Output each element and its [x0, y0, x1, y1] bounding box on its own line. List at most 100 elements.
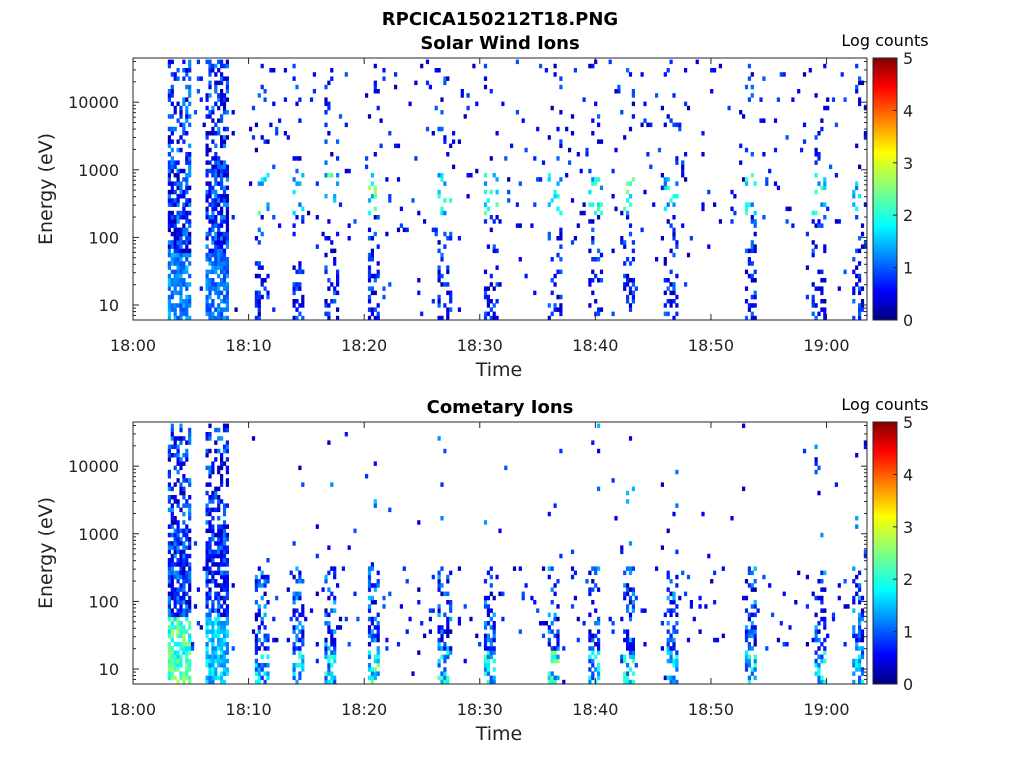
spectrogram-cell — [376, 311, 380, 317]
spectrogram-cell — [170, 541, 174, 546]
spectrogram-cell — [220, 244, 224, 249]
spectrogram-cell — [486, 595, 490, 601]
spectrogram-cell — [547, 173, 551, 178]
spectrogram-cell — [266, 600, 270, 605]
spectrogram-cell — [217, 591, 221, 597]
spectrogram-cell — [173, 658, 177, 664]
spectrogram-cell — [257, 663, 261, 668]
spectrogram-cell — [492, 612, 496, 618]
spectrogram-cell — [217, 600, 221, 605]
spectrogram-cell — [167, 469, 171, 475]
spectrogram-cell — [631, 101, 635, 107]
spectrogram-cell — [182, 215, 186, 220]
spectrogram-cell — [443, 139, 447, 144]
spectrogram-cell — [626, 642, 630, 647]
spectrogram-cell — [614, 516, 618, 521]
spectrogram-cell — [744, 579, 749, 584]
spectrogram-cell — [820, 269, 824, 275]
spectrogram-cell — [222, 202, 227, 207]
spectrogram-cell — [756, 608, 760, 613]
spectrogram-cell — [623, 591, 627, 597]
spectrogram-cell — [597, 663, 601, 668]
spectrogram-cell — [675, 621, 679, 626]
spectrogram-cell — [167, 579, 171, 584]
spectrogram-cell — [254, 616, 258, 622]
spectrogram-cell — [188, 663, 192, 668]
spectrogram-cell — [672, 595, 676, 601]
spectrogram-cell — [591, 240, 595, 245]
spectrogram-cell — [333, 299, 337, 304]
spectrogram-cell — [376, 646, 380, 651]
spectrogram-cell — [222, 282, 227, 287]
spectrogram-cell — [521, 118, 525, 123]
spectrogram-cell — [489, 566, 493, 571]
spectrogram-cell — [843, 642, 847, 647]
spectrogram-cell — [591, 290, 595, 296]
spectrogram-cell — [188, 566, 192, 571]
spectrogram-cell — [550, 650, 554, 655]
spectrogram-cell — [167, 600, 171, 605]
spectrogram-cell — [376, 671, 380, 676]
spectrogram-cell — [211, 608, 215, 613]
spectrogram-cell — [193, 604, 198, 609]
spectrogram-cell — [301, 482, 305, 487]
spectrogram-cell — [327, 311, 331, 317]
spectrogram-cell — [611, 168, 615, 174]
spectrogram-cell — [167, 629, 171, 634]
spectrogram-cell — [707, 553, 711, 559]
spectrogram-cell — [855, 215, 859, 220]
spectrogram-cell — [463, 114, 467, 119]
spectrogram-cell — [376, 269, 380, 275]
spectrogram-cell — [570, 198, 575, 203]
spectrogram-cell — [301, 667, 305, 672]
spectrogram-cell — [831, 616, 836, 622]
spectrogram-cell — [460, 93, 464, 98]
spectrogram-cell — [266, 671, 270, 676]
spectrogram-cell — [411, 198, 415, 203]
spectrogram-cell — [211, 574, 215, 580]
spectrogram-cell — [225, 215, 229, 220]
cometary-ions-panel: Cometary Ions Time Energy (eV) 18:00 18:1… — [35, 395, 929, 745]
spectrogram-cell — [188, 600, 192, 605]
spectrogram-cell — [373, 654, 377, 660]
spectrogram-cell — [220, 219, 224, 224]
spectrogram-cell — [655, 93, 659, 98]
spectrogram-cell — [176, 579, 180, 584]
spectrogram-cell — [750, 629, 754, 634]
spectrogram-cell — [820, 185, 824, 191]
spectrogram-cell — [814, 633, 818, 639]
spectrogram-cell — [858, 600, 862, 605]
spectrogram-cell — [582, 621, 586, 626]
spectrogram-cell — [675, 181, 679, 186]
spectrogram-cell — [214, 198, 218, 203]
spectrogram-cell — [266, 202, 270, 207]
spectrogram-cell — [753, 181, 757, 186]
spectrogram-cell — [176, 545, 180, 550]
spectrogram-cell — [747, 679, 751, 685]
spectrogram-cell — [489, 273, 493, 279]
spectrogram-cell — [220, 453, 224, 458]
spectrogram-cell — [640, 122, 644, 128]
spectrogram-cell — [167, 658, 171, 664]
spectrogram-cell — [298, 156, 302, 161]
spectrogram-cell — [217, 621, 221, 626]
spectrogram-cell — [744, 315, 749, 321]
spectrogram-cell — [205, 654, 209, 660]
x-tick-label: 18:00 — [110, 336, 156, 355]
spectrogram-cell — [176, 177, 180, 182]
spectrogram-cell — [263, 89, 267, 94]
spectrogram-cell — [222, 528, 227, 534]
spectrogram-cell — [225, 503, 229, 508]
spectrogram-cell — [753, 315, 757, 321]
spectrogram-cell — [170, 524, 174, 529]
spectrogram-cell — [170, 423, 174, 429]
spectrogram-cell — [556, 307, 560, 312]
spectrogram-cell — [689, 604, 693, 609]
spectrogram-cell — [182, 637, 186, 643]
spectrogram-cell — [167, 566, 171, 571]
spectrogram-cell — [367, 566, 372, 571]
spectrogram-cell — [594, 570, 598, 576]
spectrogram-cell — [292, 629, 296, 634]
spectrogram-cell — [214, 532, 218, 538]
spectrogram-cell — [225, 579, 229, 584]
